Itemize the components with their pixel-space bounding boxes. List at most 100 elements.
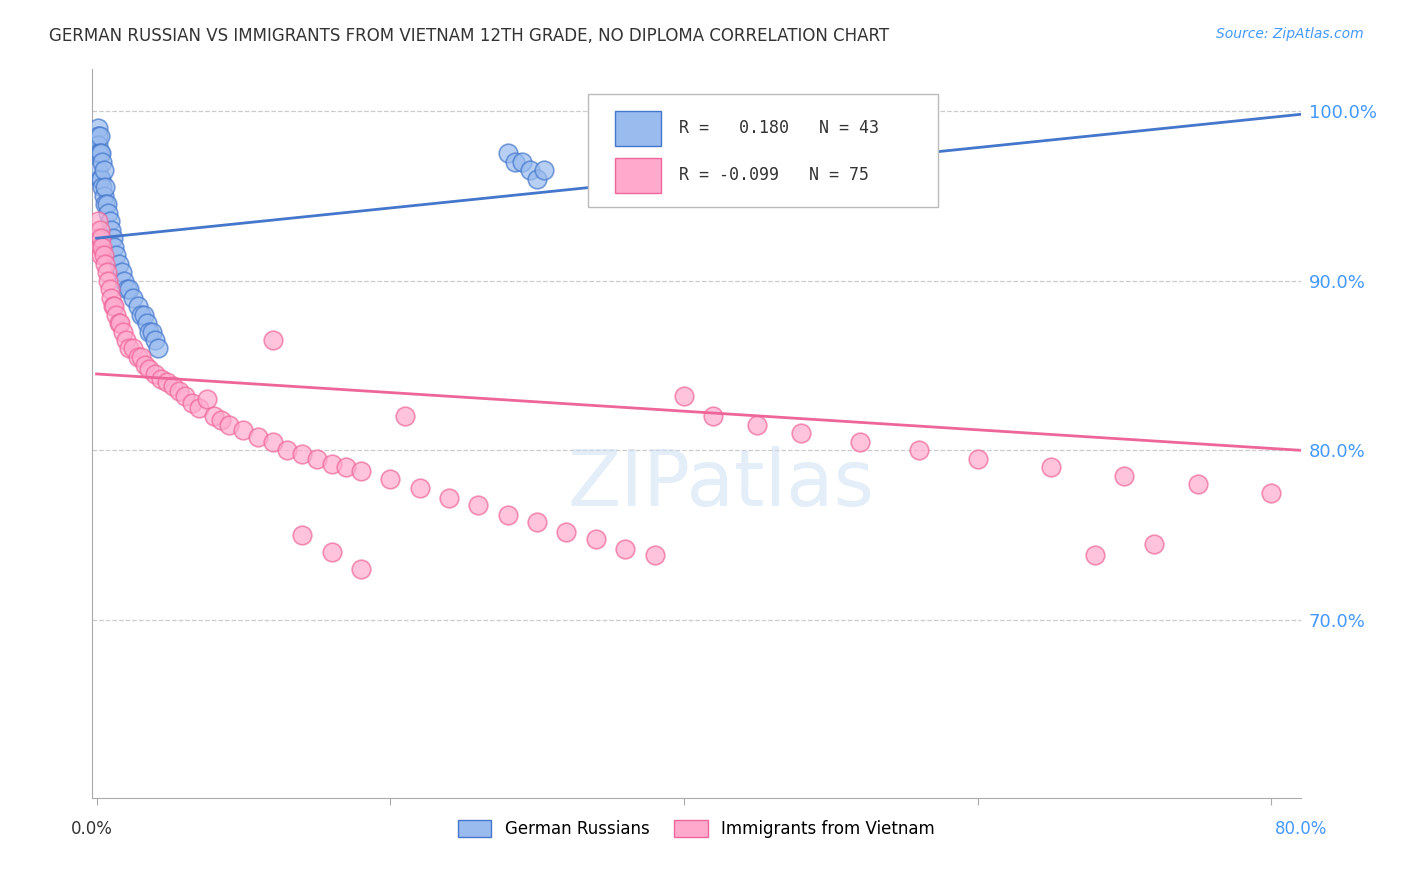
Point [496, 146, 519, 161]
Point [232, 423, 254, 437]
Point [1040, 460, 1063, 475]
Point [262, 434, 284, 449]
Point [247, 430, 270, 444]
Point [87, 146, 110, 161]
Point [262, 333, 284, 347]
Point [143, 367, 166, 381]
Point [702, 409, 724, 424]
Point [143, 333, 166, 347]
Point [122, 291, 145, 305]
Point [350, 562, 373, 576]
Point [503, 154, 526, 169]
Point [114, 274, 136, 288]
Point [93, 188, 115, 202]
Point [100, 291, 122, 305]
Point [87, 129, 110, 144]
Point [94, 197, 117, 211]
Point [104, 248, 127, 262]
Point [127, 350, 149, 364]
Point [135, 316, 157, 330]
Point [1260, 485, 1282, 500]
Point [555, 524, 578, 539]
Point [467, 498, 489, 512]
Point [519, 163, 541, 178]
Text: 0.0%: 0.0% [72, 820, 112, 838]
Point [97, 274, 120, 288]
Point [98, 282, 121, 296]
Point [148, 342, 170, 356]
Point [87, 231, 110, 245]
Point [1143, 536, 1166, 550]
Point [167, 384, 190, 398]
Point [91, 240, 114, 254]
Point [138, 325, 160, 339]
Point [100, 223, 122, 237]
Point [790, 426, 813, 441]
Point [526, 171, 548, 186]
Point [132, 308, 155, 322]
FancyBboxPatch shape [588, 94, 938, 207]
Point [90, 248, 112, 262]
Point [110, 265, 132, 279]
Point [1187, 477, 1209, 491]
Point [138, 362, 160, 376]
Point [94, 180, 117, 194]
Point [115, 333, 138, 347]
Point [97, 206, 120, 220]
Point [380, 472, 402, 486]
Point [104, 308, 127, 322]
Point [209, 413, 232, 427]
Point [96, 197, 118, 211]
Point [98, 214, 121, 228]
Point [672, 389, 695, 403]
Point [188, 401, 211, 415]
Point [93, 163, 115, 178]
Point [107, 316, 129, 330]
Point [321, 457, 343, 471]
Point [89, 129, 111, 144]
Text: R =   0.180   N = 43: R = 0.180 N = 43 [679, 120, 880, 137]
Point [90, 171, 112, 186]
Text: ZIPatlas: ZIPatlas [567, 446, 875, 523]
FancyBboxPatch shape [616, 111, 661, 146]
Point [94, 257, 117, 271]
Point [614, 541, 637, 556]
Point [89, 146, 111, 161]
Point [89, 240, 111, 254]
Text: 80.0%: 80.0% [1274, 820, 1327, 838]
Point [335, 460, 357, 475]
Point [141, 325, 163, 339]
Point [87, 214, 110, 228]
Point [585, 532, 607, 546]
Point [849, 434, 872, 449]
Point [129, 308, 152, 322]
Point [747, 417, 769, 432]
Point [291, 528, 314, 542]
FancyBboxPatch shape [616, 158, 661, 193]
Point [134, 359, 156, 373]
Point [91, 180, 114, 194]
Point [173, 389, 195, 403]
Text: R = -0.099   N = 75: R = -0.099 N = 75 [679, 166, 869, 184]
Point [350, 464, 373, 478]
Point [87, 163, 110, 178]
Point [966, 451, 988, 466]
Point [408, 481, 430, 495]
Point [512, 154, 534, 169]
Point [101, 299, 124, 313]
Point [644, 549, 666, 563]
Point [118, 342, 141, 356]
Point [181, 396, 204, 410]
Text: Source: ZipAtlas.com: Source: ZipAtlas.com [1216, 27, 1364, 41]
Point [111, 325, 134, 339]
Point [96, 265, 118, 279]
Point [90, 231, 112, 245]
Point [127, 299, 149, 313]
Point [496, 508, 519, 522]
Point [437, 491, 460, 505]
Point [394, 409, 416, 424]
Point [87, 120, 110, 135]
Point [89, 171, 111, 186]
Point [91, 154, 114, 169]
Point [1114, 468, 1136, 483]
